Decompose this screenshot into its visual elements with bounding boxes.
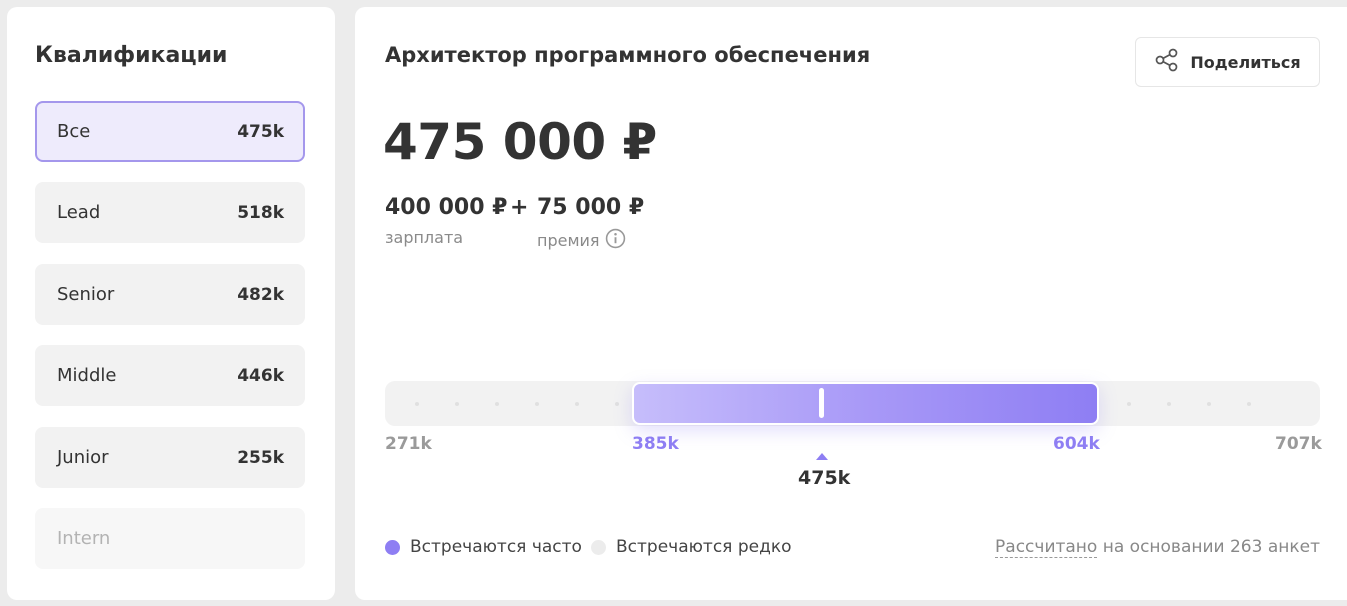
qualification-label: Все xyxy=(57,121,91,142)
range-high-label: 604k xyxy=(1053,434,1100,454)
track-dot xyxy=(575,402,579,406)
salary-value: 400 000 ₽ xyxy=(385,195,508,220)
qualification-label: Lead xyxy=(57,202,101,223)
frequent-dot-icon xyxy=(385,539,400,555)
range-max-label: 707k xyxy=(1275,434,1322,454)
qualification-label: Senior xyxy=(57,284,115,305)
legend-rare-label: Встречаются редко xyxy=(616,537,792,557)
qualification-label: Intern xyxy=(57,528,111,549)
qualifications-title: Квалификации xyxy=(35,43,228,68)
info-icon[interactable] xyxy=(605,228,626,253)
share-label: Поделиться xyxy=(1190,52,1301,72)
qualification-value: 518k xyxy=(237,202,284,223)
qualification-item-intern: Intern xyxy=(35,508,305,569)
track-dot xyxy=(1247,402,1251,406)
salary-panel: Архитектор программного обеспечения Поде… xyxy=(355,7,1347,600)
track-dot xyxy=(1167,402,1171,406)
bonus-label-group: премия xyxy=(537,228,626,253)
bonus-value: 75 000 ₽ xyxy=(537,195,645,220)
median-label: 475k xyxy=(798,467,851,489)
track-dot xyxy=(455,402,459,406)
track-dot xyxy=(615,402,619,406)
legend-frequent: Встречаются часто xyxy=(385,537,582,557)
legend-frequent-label: Встречаются часто xyxy=(410,537,582,557)
job-title: Архитектор программного обеспечения xyxy=(385,43,871,67)
track-dot xyxy=(535,402,539,406)
calculation-link[interactable]: Рассчитано xyxy=(995,537,1098,558)
plus-sign: + xyxy=(510,195,529,220)
total-salary: 475 000 ₽ xyxy=(383,113,657,171)
qualifications-panel: Квалификации Все 475k Lead 518k Senior 4… xyxy=(7,7,335,600)
bonus-label: премия xyxy=(537,231,600,250)
salary-range-bar xyxy=(632,382,1099,425)
qualification-value: 482k xyxy=(237,284,284,305)
qualification-value: 475k xyxy=(237,121,284,142)
qualification-item-lead[interactable]: Lead 518k xyxy=(35,182,305,243)
qualification-value: 446k xyxy=(237,365,284,386)
share-button[interactable]: Поделиться xyxy=(1135,37,1320,87)
track-dot xyxy=(495,402,499,406)
qualification-label: Middle xyxy=(57,365,117,386)
calculation-note-text: на основании 263 анкет xyxy=(1097,537,1320,557)
qualification-item-junior[interactable]: Junior 255k xyxy=(35,427,305,488)
qualification-item-senior[interactable]: Senior 482k xyxy=(35,264,305,325)
share-icon xyxy=(1154,47,1180,77)
range-low-label: 385k xyxy=(632,434,679,454)
track-dot xyxy=(1127,402,1131,406)
track-dot xyxy=(415,402,419,406)
qualification-item-middle[interactable]: Middle 446k xyxy=(35,345,305,406)
median-pointer-icon xyxy=(816,453,828,460)
rare-dot-icon xyxy=(591,539,606,555)
range-min-label: 271k xyxy=(385,434,432,454)
track-dot xyxy=(1207,402,1211,406)
salary-label: зарплата xyxy=(385,228,464,247)
qualification-value: 255k xyxy=(237,447,284,468)
legend-rare: Встречаются редко xyxy=(591,537,792,557)
median-marker xyxy=(819,388,824,418)
qualification-label: Junior xyxy=(57,447,109,468)
qualification-item-all[interactable]: Все 475k xyxy=(35,101,305,162)
calculation-note: Рассчитано на основании 263 анкет xyxy=(995,537,1320,558)
